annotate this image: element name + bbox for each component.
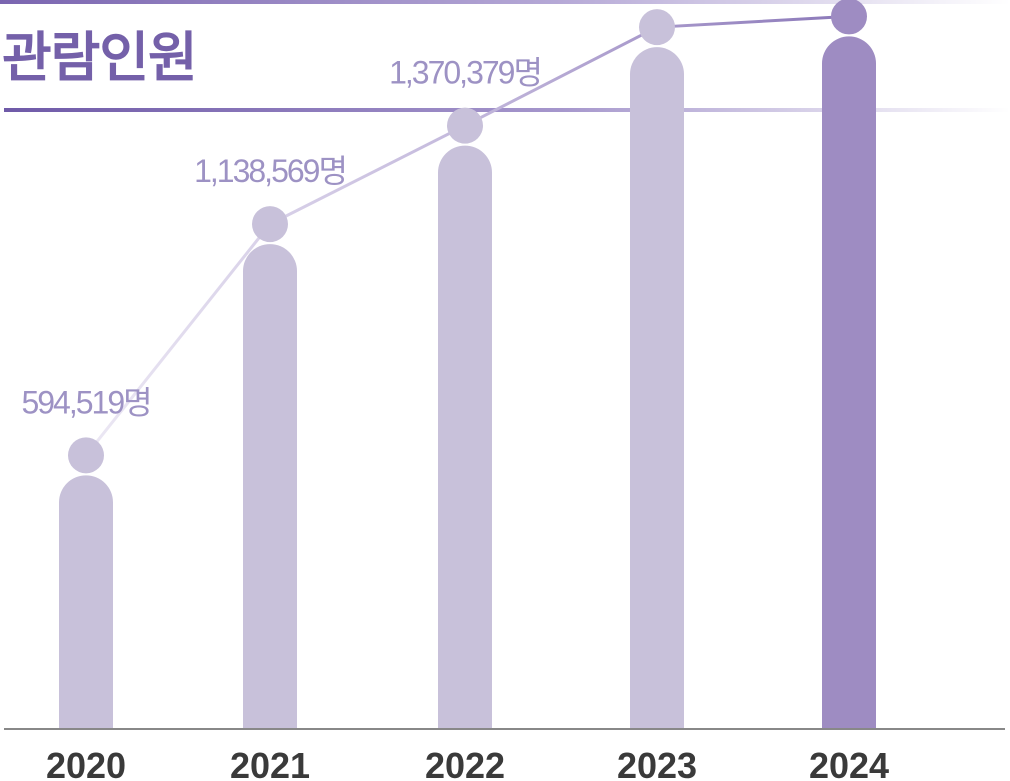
point-2020 — [68, 437, 104, 474]
point-2023 — [639, 9, 675, 46]
value-label-2022: 1,370,379명 — [389, 55, 541, 91]
bar-2024 — [822, 36, 876, 729]
point-2024 — [831, 0, 867, 35]
title-underline — [4, 108, 1010, 112]
x-tick-label-2022: 2022 — [425, 745, 505, 781]
x-tick-label-2021: 2021 — [230, 745, 310, 781]
top-rule — [0, 0, 1010, 4]
value-label-2021: 1,138,569명 — [194, 153, 346, 189]
x-tick-label-2023: 2023 — [617, 745, 697, 781]
page-title: 관람인원 — [2, 28, 198, 88]
value-label-2020: 594,519명 — [21, 384, 150, 420]
bar-2022 — [438, 145, 492, 728]
x-tick-label-2020: 2020 — [46, 745, 126, 781]
bar-2023 — [630, 47, 684, 729]
point-2021 — [252, 206, 288, 243]
point-2022 — [447, 107, 483, 144]
bar-2021 — [243, 244, 297, 728]
x-tick-label-2024: 2024 — [809, 745, 889, 781]
bar-2020 — [59, 475, 113, 728]
